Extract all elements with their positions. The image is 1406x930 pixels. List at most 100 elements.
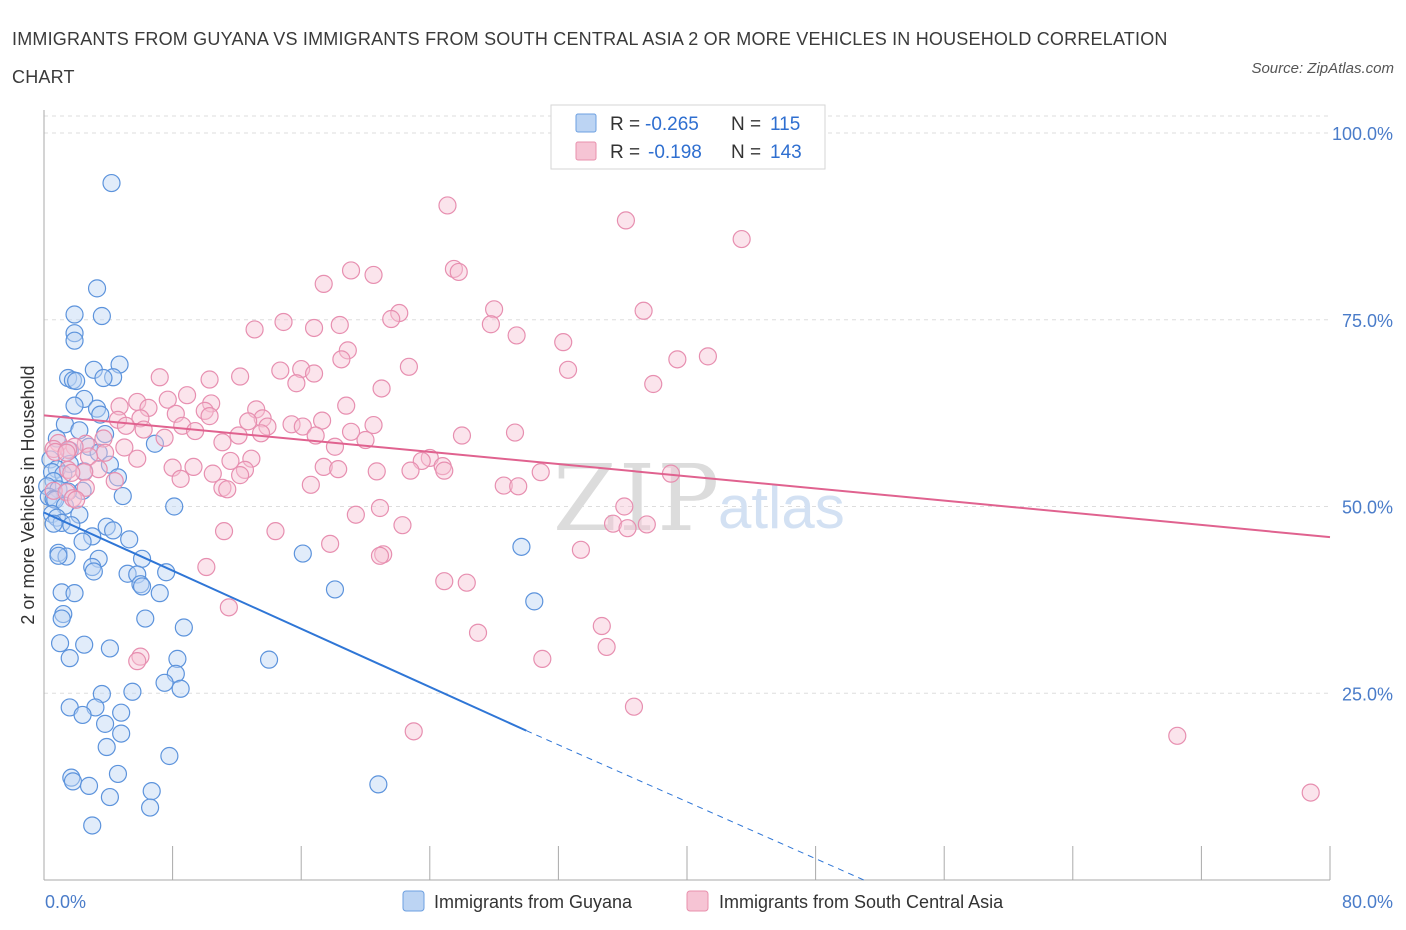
guyana-point-101 [79,776,99,795]
bottom-legend-label-south-central-asia: Immigrants from South Central Asia [719,892,1004,912]
south-central-asia-point-97 [203,464,222,483]
south-central-asia-point-72 [115,438,134,457]
guyana-point-91 [112,703,131,722]
guyana-point-53 [120,530,139,549]
guyana-point-51 [104,521,123,540]
south-central-asia-point-100 [231,466,250,485]
south-central-asia-point-96 [531,463,550,482]
south-central-asia-point-122 [321,534,340,553]
south-central-asia-point-47 [131,409,150,428]
south-central-asia-point-138 [1168,726,1187,745]
south-central-asia-point-50 [282,415,301,434]
legend-r-label-1: R = [610,114,640,135]
south-central-asia-point-25 [271,361,290,380]
south-central-asia-point-39 [110,397,129,416]
legend-n-label-1: N = [731,114,761,135]
south-central-asia-point-20 [698,347,717,366]
guyana-point-5 [65,331,84,350]
guyana-point-54 [73,532,92,551]
south-central-asia-point-64 [155,428,174,447]
south-central-asia-point-42 [195,401,214,420]
series-guyana-points [38,173,544,835]
south-central-asia-point-85 [184,457,203,477]
guyana-point-0 [102,173,121,193]
south-central-asia-point-49 [239,412,258,431]
south-central-asia-point-125 [370,546,390,565]
south-central-asia-point-114 [370,498,390,518]
axes [43,110,1331,881]
guyana-point-83 [259,650,279,669]
south-central-asia-point-132 [597,637,616,657]
south-central-asia-point-15 [304,318,324,338]
south-central-asia-point-116 [603,514,623,533]
south-central-asia-point-35 [158,390,177,409]
legend-n-label-2: N = [731,142,761,163]
south-central-asia-point-58 [341,422,361,441]
trend-line-south-central-asia [43,414,1331,539]
south-central-asia-point-13 [481,315,500,334]
south-central-asia-point-81 [128,449,147,468]
south-central-asia-point-89 [89,460,108,479]
south-central-asia-point-19 [338,341,357,360]
south-central-asia-point-117 [637,515,656,534]
guyana-point-59 [512,537,531,556]
south-central-asia-point-51 [293,417,312,436]
south-central-asia-point-93 [367,462,386,481]
south-central-asia-point-29 [150,368,169,387]
guyana-point-80 [100,639,120,658]
south-central-asia-point-76 [57,443,76,462]
guyana-point-72 [150,584,169,603]
south-central-asia-point-48 [312,411,332,430]
south-central-asia-point-82 [221,451,240,471]
guyana-point-64 [157,563,176,582]
guyana-point-85 [155,673,174,692]
guyana-point-100 [369,775,388,794]
guyana-point-77 [174,618,193,637]
guyana-point-41 [113,486,132,506]
south-central-asia-point-6 [364,265,383,285]
trend-lines [43,414,1331,881]
guyana-point-11 [104,368,123,387]
south-central-asia-point-108 [218,480,237,499]
y-tick-label-0: 25.0% [1342,684,1393,704]
watermark-zip: ZIP [553,445,721,552]
south-central-asia-point-38 [337,396,356,415]
guyana-point-93 [95,714,115,733]
south-central-asia-point-23 [399,357,419,376]
south-central-asia-point-121 [266,522,285,541]
guyana-point-63 [84,562,103,581]
south-central-asia-point-92 [401,461,420,480]
south-central-asia-point-54 [116,416,136,435]
guyana-point-102 [142,782,161,801]
guyana-point-97 [108,764,128,784]
guyana-point-92 [73,705,92,725]
south-central-asia-point-102 [105,472,124,491]
guyana-point-78 [50,634,70,653]
south-central-asia-point-30 [200,370,219,389]
south-central-asia-point-22 [668,350,687,369]
south-central-asia-point-52 [258,417,277,436]
south-central-asia-point-18 [554,333,573,352]
y-tick-label-3: 100.0% [1332,124,1393,144]
south-central-asia-point-87 [314,457,333,477]
south-central-asia-point-123 [571,540,591,559]
south-central-asia-point-61 [505,423,525,442]
guyana-point-14 [65,396,84,415]
south-central-asia-point-10 [634,301,653,320]
south-central-asia-point-130 [592,616,611,636]
south-central-asia-point-136 [624,697,644,716]
guyana-point-82 [168,649,187,668]
trend-line-guyana-extension [526,730,865,881]
south-central-asia-point-66 [213,433,232,452]
south-central-asia-point-59 [251,424,271,443]
south-central-asia-point-94 [75,463,94,482]
guyana-point-12 [94,368,113,388]
legend-n-value-2: 143 [770,142,802,163]
south-central-asia-point-34 [177,386,197,405]
south-central-asia-point-1 [616,211,636,230]
guyana-point-87 [123,682,142,701]
south-central-asia-point-77 [95,443,115,462]
guyana-point-43 [165,497,184,516]
guyana-point-104 [140,798,160,817]
